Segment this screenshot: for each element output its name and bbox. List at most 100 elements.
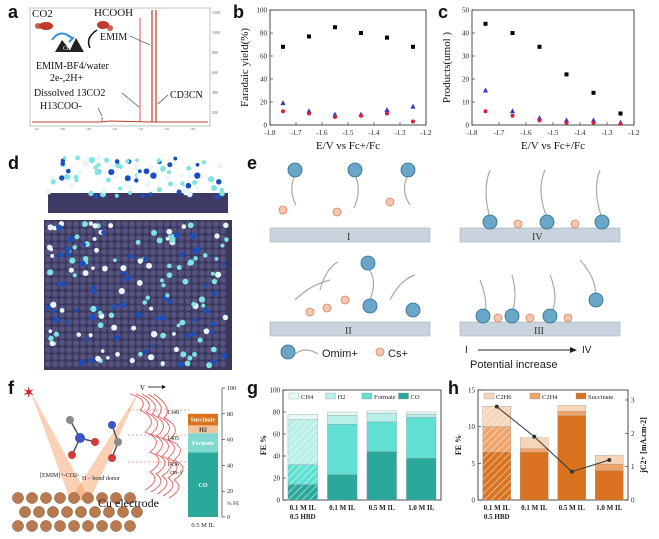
atom — [143, 361, 149, 367]
chart-c: -1.8 -1.7 -1.6 -1.5 -1.4 -1.3 -1.2 0 10 20 30 40 50 E… — [441, 7, 640, 151]
molecule-atom — [180, 181, 185, 186]
molecule-atom — [118, 288, 125, 295]
molecule-atom — [214, 194, 220, 200]
atom — [108, 235, 114, 241]
legend-swatch — [288, 392, 300, 400]
atom — [129, 340, 135, 346]
y-tick-label: 30 — [462, 53, 470, 61]
atom — [115, 340, 121, 346]
atom — [66, 361, 72, 367]
molecule-atom — [156, 186, 163, 193]
atom — [52, 277, 58, 283]
atom — [45, 347, 51, 353]
atom — [150, 347, 156, 353]
atom — [178, 270, 184, 276]
atom — [157, 305, 163, 311]
cu-atom — [103, 506, 115, 518]
atom — [178, 305, 184, 311]
y-tick-label: 20 — [260, 99, 268, 107]
cu-atom — [12, 492, 24, 504]
atom — [185, 312, 191, 318]
molecule-atom — [142, 300, 148, 305]
data-point — [281, 44, 285, 49]
atom — [108, 263, 114, 269]
atom — [185, 284, 191, 290]
atom — [122, 235, 128, 241]
molecule-atom — [212, 290, 218, 296]
molecule-atom — [92, 236, 97, 241]
atom — [87, 326, 93, 332]
atom — [108, 284, 114, 290]
atom — [122, 221, 128, 227]
atom — [45, 298, 51, 304]
y-tick-label: 10 — [462, 99, 470, 107]
atom — [101, 249, 107, 255]
atom — [52, 326, 58, 332]
atom — [199, 277, 205, 283]
svg-text:180: 180 — [86, 127, 92, 131]
cu-atom — [68, 520, 80, 532]
molecule-atom — [203, 328, 210, 335]
atom — [206, 333, 212, 339]
molecule-atom — [74, 307, 78, 312]
data-point — [280, 100, 286, 106]
molecule-atom — [114, 159, 120, 164]
cu-atom — [26, 520, 38, 532]
atom — [66, 326, 72, 332]
atom — [206, 354, 212, 360]
molecule-atom — [135, 158, 139, 162]
molecule-atom — [82, 160, 90, 167]
atom — [171, 319, 177, 325]
molecule-atom — [91, 289, 97, 295]
molecule-atom — [106, 355, 110, 360]
atom-grid — [45, 221, 226, 367]
atom — [143, 242, 149, 248]
atom — [220, 333, 226, 339]
bar-segment — [366, 410, 397, 414]
molecule-atom — [176, 323, 181, 328]
wavenumber-unit: cm-1 — [170, 470, 182, 476]
atom — [150, 291, 156, 297]
plot-frame — [471, 9, 635, 126]
atom — [192, 228, 198, 234]
atom — [199, 333, 205, 339]
segment-label: Formate — [192, 441, 214, 447]
atom — [199, 263, 205, 269]
atom — [101, 333, 107, 339]
y-axis-label: % FE — [227, 501, 240, 507]
atom — [108, 249, 114, 255]
atom — [108, 347, 114, 353]
molecule-atom — [144, 181, 151, 187]
atom — [157, 291, 163, 297]
atom — [122, 340, 128, 346]
atom — [192, 270, 198, 276]
atom — [185, 228, 191, 234]
atom — [80, 333, 86, 339]
electrode-label: Cu electrode — [98, 496, 159, 510]
molecule-atom — [82, 270, 89, 277]
atom — [206, 277, 212, 283]
atom — [171, 361, 177, 367]
molecule-atom — [176, 265, 182, 270]
atom — [171, 284, 177, 290]
molecule-atom — [154, 316, 160, 322]
atom — [66, 305, 72, 311]
atom — [129, 242, 135, 248]
data-point — [384, 107, 390, 113]
atom — [101, 270, 107, 276]
panel-label-b: b — [233, 2, 244, 22]
atom — [185, 305, 191, 311]
molecule-atom — [187, 259, 195, 266]
atom — [73, 221, 79, 227]
atom — [143, 228, 149, 234]
cu-atom — [96, 520, 108, 532]
atom — [115, 312, 121, 318]
atom — [115, 263, 121, 269]
molecule-atom — [215, 271, 222, 278]
molecule-atom — [114, 334, 120, 341]
atom — [164, 326, 170, 332]
atom — [101, 291, 107, 297]
atom — [220, 228, 226, 234]
x-tick-label: -1.3 — [394, 129, 406, 137]
data-point — [536, 115, 543, 121]
